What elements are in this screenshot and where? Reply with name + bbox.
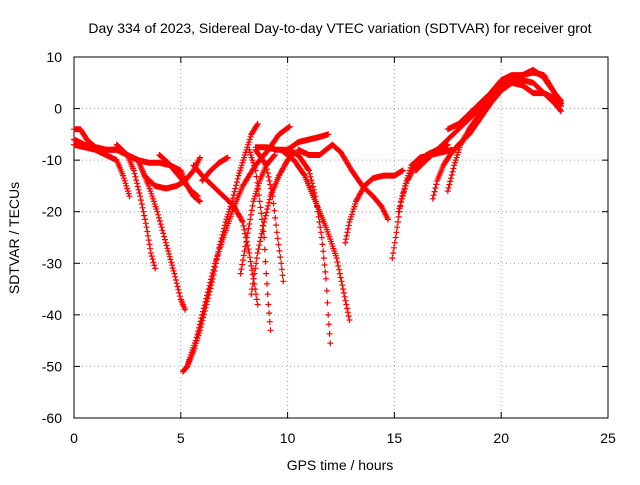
series-arc-24 [412, 79, 564, 174]
y-tick-label: -60 [42, 410, 62, 426]
series-markers [156, 152, 201, 200]
series-arc-19 [342, 167, 406, 246]
series-arc-18 [295, 141, 391, 223]
y-axis-label: SDTVAR / TECUs [6, 182, 22, 294]
x-tick-label: 25 [600, 430, 616, 446]
x-tick-label: 10 [280, 430, 296, 446]
series-arc-10 [199, 154, 231, 184]
axis-ticks: 0 5 10 15 20 25 10 0 -10 -20 -30 -40 -50 -60 [42, 49, 616, 446]
series-arc-5 [135, 154, 203, 192]
y-tick-label: -40 [42, 307, 62, 323]
series-arc-17 [278, 146, 353, 323]
grid-lines [74, 57, 608, 418]
series-markers [199, 154, 231, 184]
y-tick-label: -50 [42, 358, 62, 374]
series-markers [237, 152, 278, 277]
series-markers [295, 141, 391, 223]
x-tick-label: 15 [387, 430, 403, 446]
series-arc-21 [395, 146, 456, 215]
y-tick-label: -10 [42, 152, 62, 168]
plot-frame [73, 56, 609, 419]
data-series [71, 66, 564, 375]
x-tick-label: 20 [493, 430, 509, 446]
x-tick-label: 0 [70, 430, 78, 446]
series-arc-11 [237, 152, 278, 277]
y-tick-label: -20 [42, 204, 62, 220]
series-markers [284, 131, 332, 153]
series-markers [135, 154, 203, 192]
series-arc-25 [444, 69, 564, 133]
series-markers [190, 162, 261, 308]
series-markers [342, 167, 406, 246]
series-markers [444, 69, 564, 133]
y-tick-label: 0 [54, 101, 62, 117]
y-tick-label: 10 [46, 49, 62, 65]
x-tick-label: 5 [177, 430, 185, 446]
series-arc-16 [284, 131, 332, 153]
series-arc-6 [156, 152, 201, 200]
series-arc-14 [246, 146, 274, 334]
x-axis-label: GPS time / hours [287, 457, 394, 473]
chart-title: Day 334 of 2023, Sidereal Day-to-day VTE… [88, 20, 591, 36]
y-tick-label: -30 [42, 255, 62, 271]
series-markers [395, 146, 456, 215]
series-markers [246, 146, 274, 334]
series-arc-9 [190, 162, 261, 308]
series-markers [412, 79, 564, 174]
series-markers [278, 146, 353, 323]
